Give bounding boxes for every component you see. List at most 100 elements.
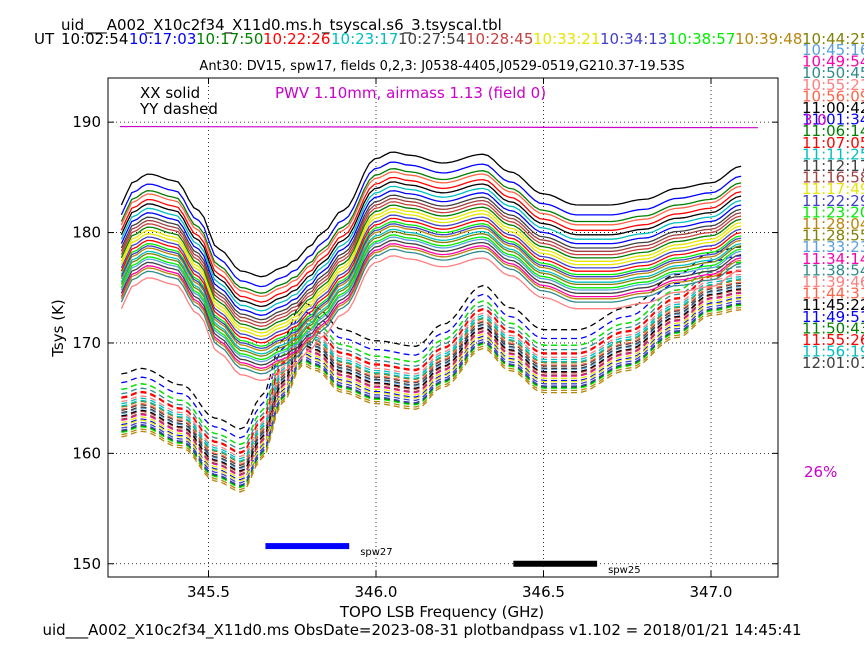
time-column-label: 12:01:01 <box>802 354 864 372</box>
time-row: 10:02:54 10:17:03 10:17:50 10:22:26 10:23:17… <box>61 30 864 48</box>
time-column-label: 11:12:17 <box>802 157 864 175</box>
ut-label: UT <box>34 30 55 48</box>
yy-series-line <box>121 309 742 493</box>
xx-series-line <box>120 190 742 316</box>
time-row-label: 10:33:21 <box>533 30 600 48</box>
yy-series-line <box>121 278 742 462</box>
band-marker-label: spw27 <box>360 547 392 558</box>
xx-series-line <box>120 230 742 357</box>
time-column-label: 11:45:22 <box>802 296 864 314</box>
time-column-label: 11:06:14 <box>802 122 864 140</box>
x-tick-label: 345.5 <box>187 583 230 601</box>
x-tick-label: 346.0 <box>355 583 398 601</box>
time-column-label: 11:50:43 <box>802 319 864 337</box>
plot-frame <box>107 77 779 578</box>
footer-info: uid___A002_X10c2f34_X11d0.ms ObsDate=202… <box>42 621 801 640</box>
xx-series-line <box>120 181 742 308</box>
yy-series-line <box>121 298 742 482</box>
yy-series-line <box>121 288 742 472</box>
time-row-label: 10:39:48 <box>735 30 802 48</box>
time-column-label: 10:56:09 <box>802 87 864 105</box>
time-column-label: 11:00:42 <box>802 99 864 117</box>
xx-series-line <box>120 255 742 382</box>
time-column-label: 11:28:55 <box>802 227 864 245</box>
yy-series-line <box>121 276 742 460</box>
band-marker-spw25 <box>513 560 598 567</box>
xx-series-line <box>120 161 742 288</box>
time-column-label: 11:23:20 <box>802 203 864 221</box>
time-column-label: 10:49:54 <box>802 53 864 71</box>
yy-series-line <box>121 292 742 476</box>
yy-series-line <box>121 286 742 470</box>
time-row-label: 10:28:45 <box>466 30 533 48</box>
xx-series-line <box>120 221 742 347</box>
yy-series-line <box>121 266 742 450</box>
yy-series-line <box>121 284 742 469</box>
time-column-label: 11:44:31 <box>802 285 864 303</box>
time-column-label: 11:22:29 <box>802 192 864 210</box>
pwv-label: PWV 1.10mm, airmass 1.13 (field 0) <box>275 84 546 102</box>
time-column-label: 11:16:58 <box>802 169 864 187</box>
xx-series-line <box>120 201 742 327</box>
xx-series-line <box>120 194 742 321</box>
y-axis-label: Tsys (K) <box>49 299 67 358</box>
y-tick-label: 180 <box>72 224 101 242</box>
time-row-label: 10:23:17 <box>331 30 398 48</box>
xx-series-line <box>120 236 742 363</box>
time-column-label: 11:11:25 <box>802 145 864 163</box>
xx-series-line <box>120 245 742 372</box>
time-column-label: 11:38:54 <box>802 261 864 279</box>
yy-series-line <box>121 255 742 439</box>
plot-title: uid___A002_X10c2f34_X11d0.ms.h_tsyscal.s… <box>61 16 502 35</box>
yy-series-line <box>121 273 742 458</box>
yy-series-line <box>121 261 742 446</box>
yy-series-line <box>121 291 742 475</box>
time-column-label: 10:55:21 <box>802 76 864 94</box>
band-marker-label: spw25 <box>608 565 640 576</box>
y-tick-label: 160 <box>72 444 101 462</box>
band-markers: spw27 spw25 <box>265 543 641 576</box>
xx-series-line <box>120 197 742 324</box>
xx-series-line <box>120 185 742 312</box>
yy-series-line <box>121 289 742 473</box>
yy-series-line <box>121 270 742 454</box>
xx-series-line <box>120 234 742 361</box>
xx-series-line <box>120 204 742 331</box>
time-row-label: 10:27:54 <box>398 30 465 48</box>
xx-series-line <box>120 168 742 294</box>
yy-series-line <box>121 306 742 491</box>
time-column-label: 11:55:26 <box>802 331 864 349</box>
time-column-label: 11:07:05 <box>802 134 864 152</box>
xx-series-line <box>120 151 742 278</box>
legend-xx: XX solid <box>140 84 200 102</box>
time-column-label: 11:34:14 <box>802 250 864 268</box>
xx-series-line <box>120 176 742 303</box>
xx-series-line <box>120 239 742 366</box>
time-row-label: 10:44:25 <box>802 30 864 48</box>
yy-series-line <box>121 297 742 481</box>
yy-series-line <box>121 269 742 453</box>
time-row-label: 10:17:50 <box>196 30 263 48</box>
xx-series-line <box>120 243 742 369</box>
x-tick-label: 346.5 <box>522 583 565 601</box>
axis-ticks: 345.5 346.0 346.5 347.0 150 160 170 180 190 <box>72 78 778 601</box>
time-column-label: 11:01:34 <box>802 111 864 129</box>
time-column-label: 11:56:19 <box>802 343 864 361</box>
x-tick-label: 347.0 <box>690 583 733 601</box>
xx-series-line <box>120 225 742 352</box>
yy-series-line <box>121 279 742 463</box>
percent-label: 26% <box>804 463 837 481</box>
xx-series-line <box>120 228 742 355</box>
yy-series-line <box>121 300 742 484</box>
xx-series-line <box>120 248 742 375</box>
chart-subtitle: Ant30: DV15, spw17, fields 0,2,3: J0538-… <box>199 59 684 74</box>
yy-series-line <box>121 303 742 487</box>
xx-series-line <box>120 223 742 350</box>
xx-series-line <box>120 211 742 337</box>
yy-series-line <box>121 282 742 467</box>
time-column-label: 10:45:16 <box>802 41 864 59</box>
time-column-label: 11:49:51 <box>802 308 864 326</box>
pwv-scale-marker: 3.0 <box>803 111 827 129</box>
yy-series-line <box>121 302 742 486</box>
time-column-label: 11:33:23 <box>802 238 864 256</box>
